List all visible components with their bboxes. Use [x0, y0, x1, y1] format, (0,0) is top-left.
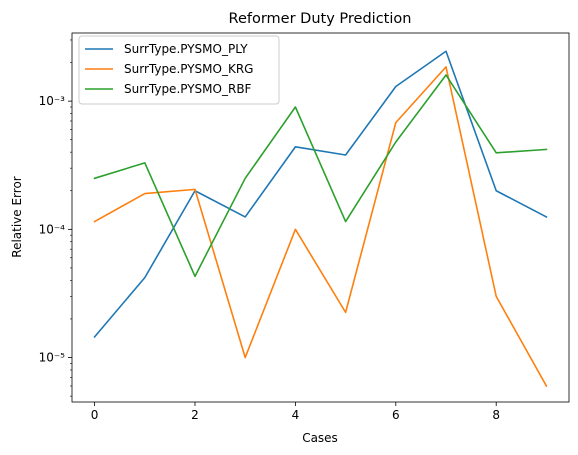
x-axis: 0 2 4 6 8 [91, 402, 500, 422]
x-tick-label: 4 [292, 408, 300, 422]
legend-label-1: SurrType.PYSMO_PLY [124, 42, 248, 56]
x-tick-label: 0 [91, 408, 99, 422]
x-tick-label: 6 [392, 408, 400, 422]
series-line-2 [93, 66, 548, 388]
plot-frame [71, 32, 570, 403]
x-tick-label: 8 [492, 408, 500, 422]
x-axis-label: Cases [302, 431, 338, 445]
legend-label-2: SurrType.PYSMO_KRG [124, 62, 253, 76]
plot-series [93, 50, 548, 388]
y-tick-label: 10⁻⁴ [39, 222, 66, 236]
series-line-3 [93, 74, 548, 278]
chart-title: Reformer Duty Prediction [229, 11, 412, 27]
y-axis-label: Relative Error [10, 176, 24, 258]
legend-box [78, 35, 280, 105]
x-tick-label: 2 [191, 408, 199, 422]
series-line-1 [93, 50, 548, 338]
legend-label-3: SurrType.PYSMO_RBF [124, 82, 252, 96]
y-tick-label: 10⁻³ [39, 94, 66, 108]
y-tick-label: 10⁻⁵ [39, 351, 66, 365]
legend: SurrType.PYSMO_PLY SurrType.PYSMO_KRG Surr… [78, 35, 280, 105]
y-axis: 10⁻⁵ 10⁻⁴ 10⁻³ [39, 39, 72, 397]
